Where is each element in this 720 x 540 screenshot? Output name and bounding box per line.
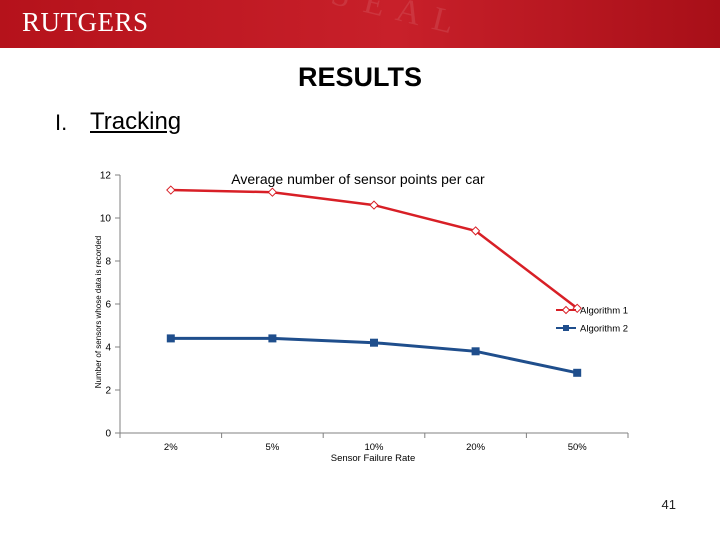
data-point xyxy=(166,334,175,343)
y-tick-label: 4 xyxy=(105,343,111,354)
bullet-text: Tracking xyxy=(90,108,182,135)
data-point xyxy=(267,187,278,197)
x-axis-label: Sensor Failure Rate xyxy=(331,453,415,464)
x-tick-label: 50% xyxy=(568,442,588,453)
rutgers-logo: RUTGERS xyxy=(22,7,149,37)
y-tick-label: 8 xyxy=(105,257,111,268)
x-tick-label: 5% xyxy=(266,442,280,453)
y-tick-label: 10 xyxy=(100,214,112,225)
data-point xyxy=(268,334,277,343)
data-point xyxy=(470,226,481,236)
data-point xyxy=(471,347,480,356)
page-number: 41 xyxy=(661,497,676,512)
slide-title: RESULTS xyxy=(297,62,422,92)
y-tick-label: 6 xyxy=(105,300,111,311)
x-tick-label: 2% xyxy=(164,442,178,453)
x-tick-label: 10% xyxy=(364,442,384,453)
data-point xyxy=(573,368,582,377)
chart-title: Average number of sensor points per car xyxy=(231,171,485,187)
bullet-number: I. xyxy=(55,110,68,135)
data-point xyxy=(370,338,378,347)
x-tick-label: 20% xyxy=(466,442,486,453)
y-tick-label: 0 xyxy=(105,429,111,440)
y-tick-label: 12 xyxy=(100,171,112,182)
chart-axes xyxy=(119,175,628,434)
legend-marker xyxy=(563,325,569,331)
data-point xyxy=(166,185,176,195)
data-point xyxy=(369,200,379,210)
header-banner: S E A L RUTGERS xyxy=(0,0,720,48)
y-axis-label: Number of sensors whose data is recorded xyxy=(94,236,103,389)
y-tick-label: 2 xyxy=(105,386,111,397)
legend-marker xyxy=(561,305,571,315)
legend-label: Algorithm 2 xyxy=(580,324,628,335)
legend-label: Algorithm 1 xyxy=(580,306,628,317)
